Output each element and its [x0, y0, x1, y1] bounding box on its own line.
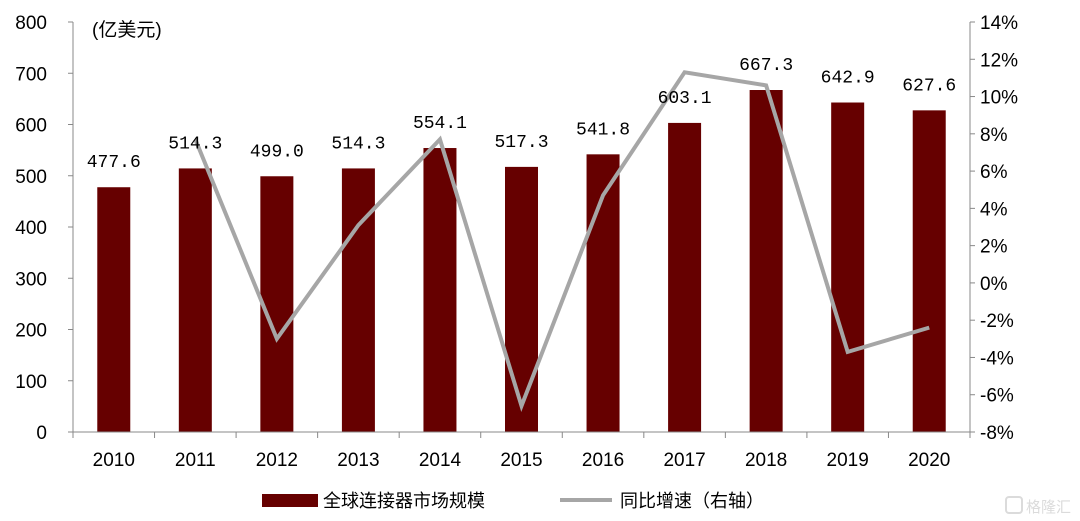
bar-2013	[341, 168, 375, 432]
right-tick-label: -8%	[980, 423, 1014, 444]
right-tick-label: -4%	[980, 348, 1014, 369]
left-tick-label: 0	[36, 423, 47, 444]
x-tick-label-2016: 2016	[582, 450, 624, 471]
x-tick-label-2010: 2010	[93, 450, 135, 471]
data-label-2013: 514.3	[331, 134, 385, 154]
x-tick-label-2013: 2013	[337, 450, 379, 471]
right-tick-label: -6%	[980, 386, 1014, 407]
bar-2012	[260, 176, 294, 432]
legend: 全球连接器市场规模 同比增速（右轴）	[262, 491, 764, 511]
bar-2017	[668, 122, 702, 432]
legend-line-label: 同比增速（右轴）	[620, 491, 764, 511]
left-tick-label: 200	[15, 321, 47, 342]
left-tick-label: 800	[15, 13, 47, 34]
data-label-2014: 554.1	[413, 114, 467, 134]
data-label-2012: 499.0	[250, 142, 304, 162]
data-label-2016: 541.8	[576, 120, 630, 140]
data-label-2015: 517.3	[494, 133, 548, 153]
data-label-2011: 514.3	[168, 134, 222, 154]
bar-2011	[178, 168, 212, 432]
right-tick-label: 2%	[980, 237, 1008, 258]
bar-2020	[912, 110, 946, 432]
data-label-2019: 642.9	[821, 69, 875, 89]
watermark-text: 格隆汇	[1026, 499, 1071, 516]
left-tick-label: 300	[15, 269, 47, 290]
growth-rate-line	[193, 70, 930, 413]
legend-bar-swatch	[262, 494, 318, 507]
left-axis-unit-label: (亿美元)	[92, 19, 162, 41]
right-tick-label: 8%	[980, 125, 1008, 146]
right-tick-label: -2%	[980, 311, 1014, 332]
left-tick-label: 700	[15, 64, 47, 85]
bar-2014	[423, 148, 457, 432]
left-tick-label: 600	[15, 116, 47, 137]
x-tick-label-2018: 2018	[745, 450, 787, 471]
left-tick-label: 100	[15, 372, 47, 393]
right-tick-label: 12%	[980, 50, 1018, 71]
x-tick-label-2015: 2015	[500, 450, 542, 471]
right-tick-label: 6%	[980, 162, 1008, 183]
right-tick-label: 14%	[980, 13, 1018, 34]
right-tick-label: 4%	[980, 199, 1008, 220]
x-tick-label-2014: 2014	[419, 450, 462, 471]
x-tick-label-2012: 2012	[256, 450, 298, 471]
x-tick-label-2017: 2017	[663, 450, 705, 471]
left-tick-label: 400	[15, 218, 47, 239]
x-tick-label-2011: 2011	[175, 450, 216, 471]
data-label-2018: 667.3	[739, 56, 793, 76]
right-tick-label: 0%	[980, 274, 1008, 295]
bar-2019	[831, 102, 865, 433]
data-label-2017: 603.1	[658, 89, 712, 109]
data-label-2010: 477.6	[87, 153, 141, 173]
x-tick-label-2020: 2020	[908, 450, 950, 471]
watermark-logo: 格隆汇	[1005, 496, 1071, 516]
left-tick-label: 500	[15, 167, 47, 188]
right-tick-label: 10%	[980, 88, 1018, 109]
legend-bar-label: 全球连接器市场规模	[323, 491, 485, 511]
data-label-2020: 627.6	[902, 76, 956, 96]
bar-2010	[97, 187, 131, 432]
bar-2018	[749, 90, 783, 432]
x-tick-label-2019: 2019	[827, 450, 869, 471]
bar-2015	[505, 166, 538, 433]
